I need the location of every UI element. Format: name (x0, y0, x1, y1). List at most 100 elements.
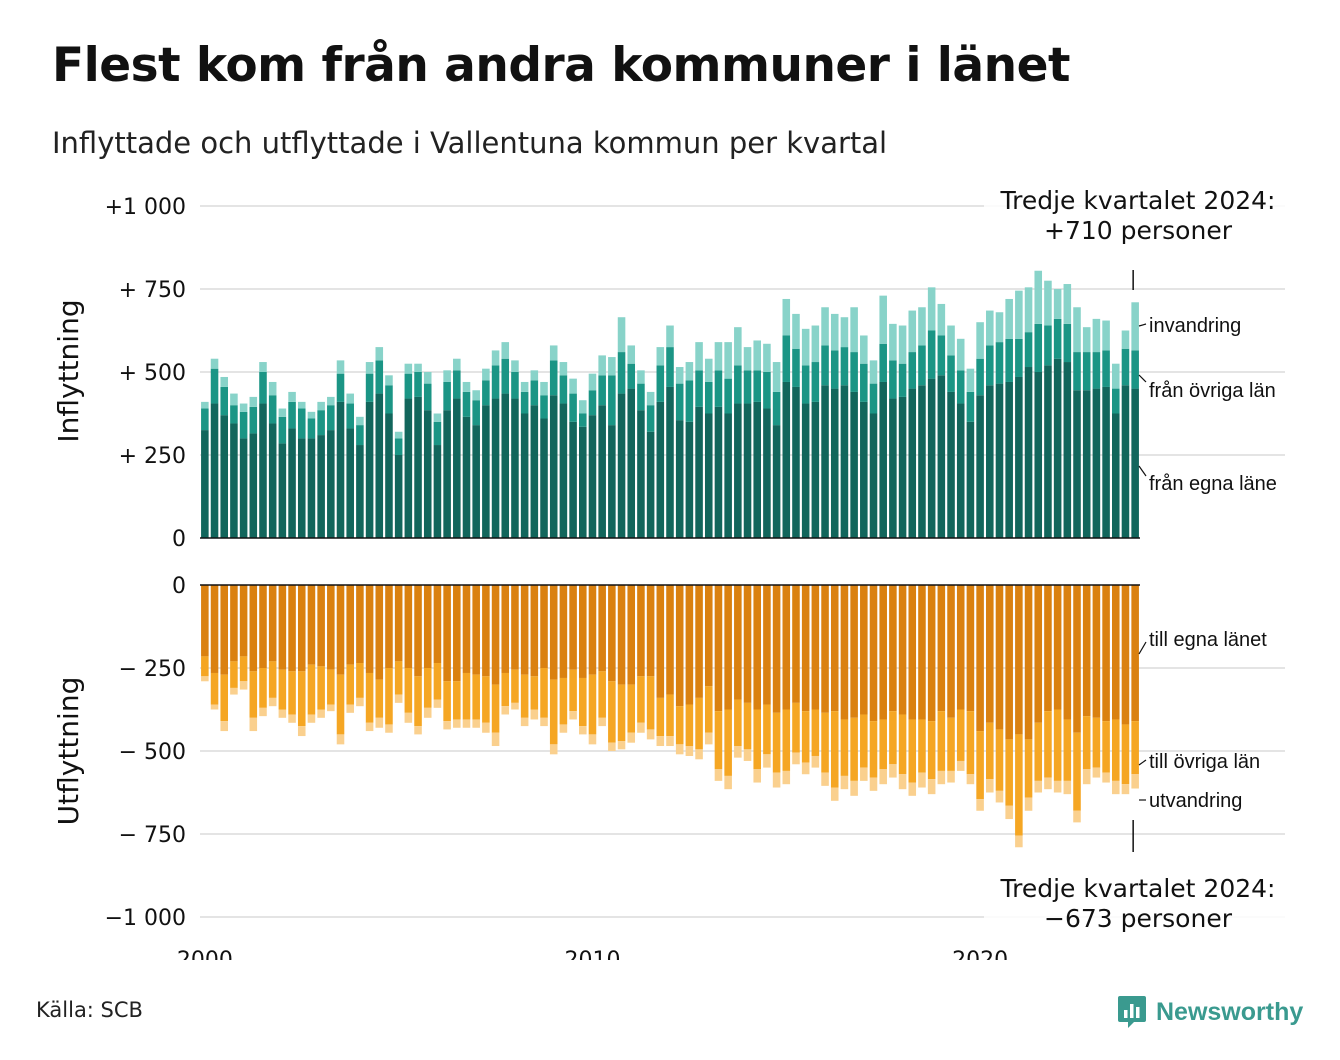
bar-inflow (656, 365, 665, 402)
bar-outflow (927, 585, 936, 722)
bar-inflow (482, 405, 490, 538)
bar-outflow (1005, 585, 1013, 740)
bar-inflow (811, 325, 820, 363)
bar-inflow (317, 401, 325, 411)
chart-svg: +1 000 + 750 + 500 + 250 0 0 − 250 − 500 − 750 −1… (52, 195, 1285, 960)
bar-inflow (927, 378, 936, 538)
bar-inflow (1005, 298, 1013, 339)
bar-inflow (327, 405, 335, 431)
bar-outflow (598, 585, 606, 672)
bar-outflow (850, 585, 858, 718)
bar-outflow (685, 585, 694, 705)
bar-outflow (201, 676, 209, 682)
bar-inflow (297, 438, 306, 538)
bar-outflow (375, 585, 384, 680)
bar-inflow (201, 408, 209, 431)
bar-outflow (210, 672, 219, 705)
bar-outflow (239, 585, 248, 657)
bar-outflow (443, 681, 451, 722)
bar-outflow (1024, 585, 1033, 740)
bar-inflow (1053, 318, 1062, 359)
bar-outflow (956, 585, 965, 710)
bar-outflow (491, 585, 500, 685)
bar-inflow (1082, 327, 1091, 353)
bar-inflow (1063, 323, 1072, 363)
bar-outflow (297, 671, 306, 727)
bar-inflow (336, 401, 345, 538)
bar-inflow (1131, 388, 1139, 538)
bar-outflow (588, 734, 597, 745)
bar-outflow (801, 762, 810, 775)
bar-inflow (627, 345, 636, 364)
bar-inflow (230, 405, 238, 424)
bar-inflow (423, 372, 432, 384)
bar-outflow (695, 697, 703, 750)
bar-inflow (763, 372, 771, 409)
bar-outflow (385, 585, 393, 668)
bar-outflow (443, 721, 451, 730)
bar-inflow (482, 380, 490, 406)
bar-inflow (201, 401, 209, 409)
bar-inflow (1111, 363, 1120, 389)
bar-outflow (627, 585, 636, 685)
bar-outflow (860, 714, 868, 768)
bar-outflow (860, 585, 868, 715)
source-note: Källa: SCB (36, 998, 143, 1022)
annotation-inflow: Tredje kvartalet 2024: +710 personer (984, 186, 1292, 246)
bar-inflow (462, 416, 471, 538)
bar-outflow (501, 585, 510, 673)
bar-outflow (530, 676, 539, 710)
bar-outflow (317, 666, 325, 710)
bar-inflow (627, 363, 636, 389)
bar-inflow (879, 295, 887, 344)
bar-outflow (801, 585, 810, 712)
bar-inflow (210, 403, 219, 538)
bar-inflow (559, 375, 568, 404)
bar-inflow (1034, 270, 1043, 324)
bar-inflow (540, 418, 548, 538)
bar-inflow (559, 403, 568, 538)
bar-outflow (898, 774, 907, 790)
bar-inflow (210, 358, 219, 369)
bar-outflow (559, 585, 568, 678)
series-label: från egna läne (1149, 473, 1277, 495)
bar-outflow (453, 681, 461, 720)
bar-outflow (268, 585, 277, 662)
bar-outflow (976, 585, 984, 732)
bar-inflow (259, 362, 267, 372)
bar-outflow (249, 717, 258, 732)
bar-inflow (918, 345, 926, 386)
bar-inflow (1024, 287, 1033, 333)
bar-inflow (559, 362, 568, 376)
bar-outflow (327, 704, 335, 712)
bar-inflow (511, 360, 519, 372)
bar-outflow (714, 769, 723, 781)
bar-outflow (511, 702, 519, 710)
bar-inflow (365, 362, 374, 374)
bar-outflow (472, 674, 480, 720)
bar-outflow (656, 697, 665, 737)
bar-inflow (927, 330, 936, 379)
bar-outflow (336, 585, 345, 675)
bar-outflow (792, 702, 800, 753)
bar-outflow (239, 681, 248, 690)
bar-outflow (472, 585, 480, 675)
bar-inflow (598, 405, 606, 538)
bar-outflow (918, 585, 926, 720)
bar-outflow (1111, 719, 1120, 781)
bar-inflow (1044, 325, 1052, 366)
bar-outflow (1063, 585, 1072, 720)
bar-inflow (937, 335, 946, 376)
bar-outflow (365, 672, 374, 723)
bar-outflow (579, 677, 587, 727)
bar-inflow (443, 370, 451, 382)
bar-outflow (278, 669, 287, 710)
bar-outflow (675, 744, 684, 755)
bar-inflow (1092, 318, 1101, 353)
bar-outflow (1102, 772, 1110, 783)
bar-outflow (249, 585, 258, 672)
bar-inflow (394, 455, 403, 538)
bar-inflow (627, 388, 636, 538)
bar-outflow (869, 777, 878, 791)
bar-inflow (201, 430, 209, 538)
